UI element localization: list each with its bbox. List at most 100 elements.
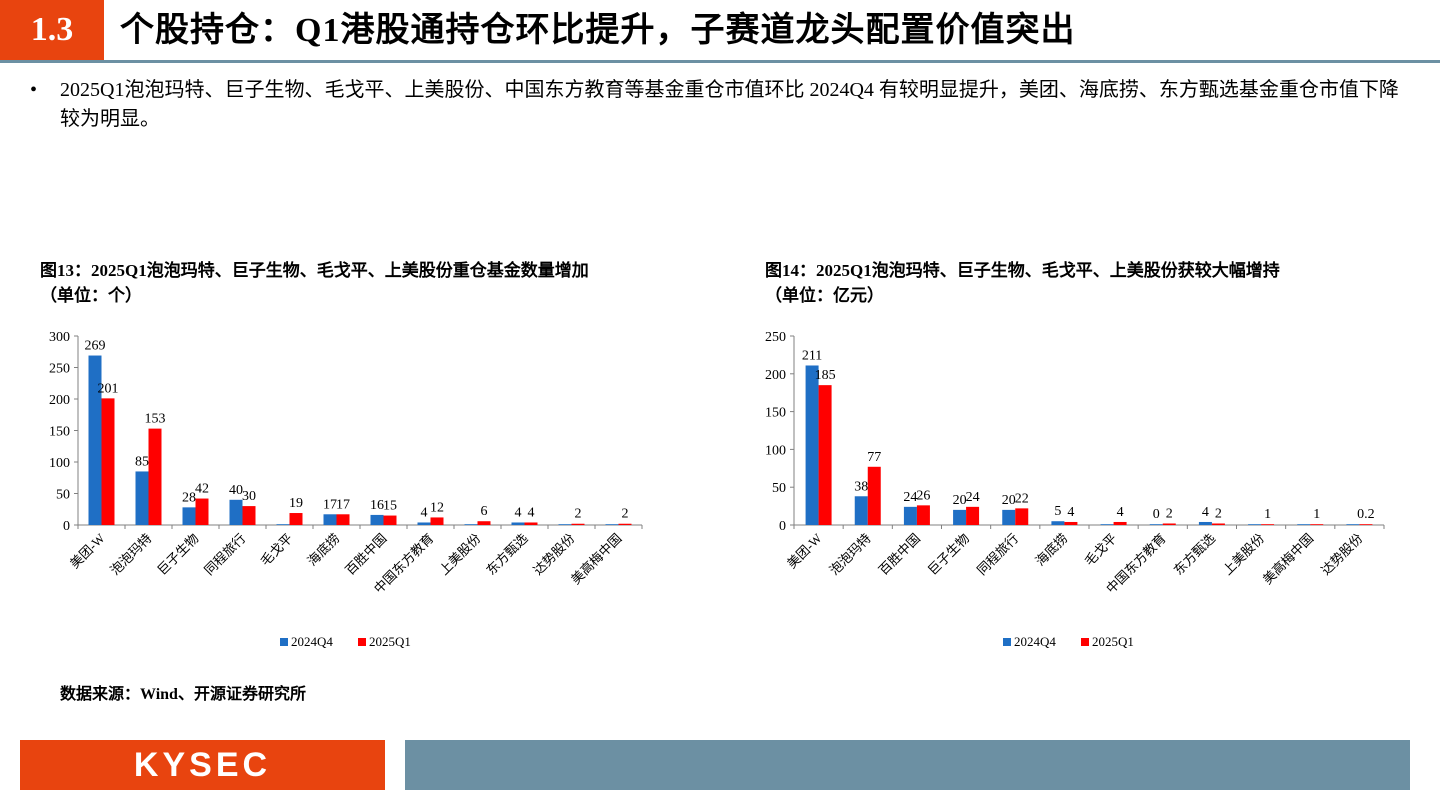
x-tick-label: 美高梅中国: [1260, 531, 1317, 588]
y-tick-label: 100: [765, 443, 786, 458]
y-tick-label: 150: [765, 406, 786, 421]
data-label-2025Q1: 2: [1166, 506, 1173, 521]
data-label-2025Q1: 4: [1067, 505, 1074, 520]
bullet-marker: •: [30, 79, 38, 101]
x-tick-label: 东方甄选: [483, 531, 530, 578]
data-label-2025Q1: 22: [1015, 491, 1029, 506]
bar-2025Q1: [1211, 523, 1225, 525]
bar-2024Q4: [854, 496, 868, 525]
bar-2024Q4: [1198, 521, 1212, 525]
bar-2025Q1: [1064, 521, 1078, 525]
data-label-2025Q1: 6: [481, 504, 488, 519]
data-label-2025Q1: 0.2: [1357, 507, 1375, 522]
data-label-2025Q1: 185: [815, 368, 836, 383]
data-label-2024Q4: 211: [802, 348, 822, 363]
data-label-2025Q1: 201: [98, 381, 119, 396]
bar-2024Q4: [1002, 509, 1016, 525]
y-tick-label: 250: [765, 330, 786, 345]
bar-2024Q4: [182, 507, 196, 525]
bar-2025Q1: [966, 506, 980, 525]
legend-swatch-2024Q4: [280, 638, 288, 646]
data-label-2024Q4: 38: [854, 479, 868, 494]
legend-swatch-2025Q1: [358, 638, 366, 646]
bar-2025Q1: [618, 523, 632, 525]
data-label-2025Q1: 15: [383, 499, 397, 514]
bar-2025Q1: [1261, 524, 1275, 525]
data-label-2025Q1: 2: [575, 507, 582, 522]
x-tick-label: 泡泡玛特: [826, 531, 873, 578]
data-label-2025Q1: 1: [1313, 507, 1320, 522]
bar-2024Q4: [1297, 524, 1311, 525]
bar-2025Q1: [571, 523, 585, 525]
x-tick-label: 同程旅行: [201, 531, 248, 578]
data-label-2025Q1: 2: [1215, 506, 1222, 521]
bar-2025Q1: [336, 514, 350, 525]
bar-2024Q4: [276, 524, 290, 525]
figure14-title: 图14：2025Q1泡泡玛特、巨子生物、毛戈平、上美股份获较大幅增持 （单位：亿…: [765, 258, 1425, 308]
bar-2025Q1: [477, 521, 491, 525]
y-tick-label: 50: [56, 488, 70, 503]
x-tick-label: 毛戈平: [1082, 531, 1120, 569]
y-tick-label: 200: [49, 393, 70, 408]
bar-2024Q4: [605, 524, 619, 525]
y-tick-label: 200: [765, 368, 786, 383]
bar-2024Q4: [1100, 524, 1114, 525]
data-label-2025Q1: 19: [289, 496, 303, 511]
bar-2025Q1: [148, 428, 162, 525]
x-tick-label: 泡泡玛特: [107, 531, 154, 578]
data-label-2024Q4: 24: [903, 490, 917, 505]
bar-2025Q1: [430, 517, 444, 525]
bar-2024Q4: [903, 506, 917, 525]
bar-2024Q4: [417, 522, 431, 525]
data-label-2024Q4: 4: [421, 505, 428, 520]
bar-2024Q4: [370, 514, 384, 525]
x-tick-label: 巨子生物: [154, 531, 201, 578]
bar-2025Q1: [524, 522, 538, 525]
data-label-2024Q4: 20: [1002, 493, 1016, 508]
bar-2025Q1: [1113, 521, 1127, 525]
bar-2024Q4: [953, 509, 967, 525]
bar-2024Q4: [229, 499, 243, 525]
x-tick-label: 同程旅行: [974, 531, 1021, 578]
data-label-2024Q4: 20: [953, 493, 967, 508]
bar-2024Q4: [135, 471, 149, 525]
y-tick-label: 0: [63, 519, 70, 534]
legend-swatch-2025Q1: [1081, 638, 1089, 646]
x-tick-label: 上美股份: [436, 531, 483, 578]
x-tick-label: 美团-W: [784, 530, 825, 571]
data-label-2025Q1: 12: [430, 500, 444, 515]
data-label-2025Q1: 1: [1264, 507, 1271, 522]
bar-2024Q4: [1346, 524, 1360, 525]
data-label-2025Q1: 24: [966, 490, 980, 505]
x-tick-label: 美团-W: [67, 530, 108, 571]
x-tick-label: 毛戈平: [257, 531, 295, 569]
data-label-2025Q1: 2: [622, 507, 629, 522]
data-label-2025Q1: 17: [336, 497, 350, 512]
bar-2025Q1: [1359, 524, 1373, 525]
data-label-2024Q4: 4: [515, 505, 522, 520]
legend-label: 2025Q1: [1092, 634, 1134, 649]
bar-2025Q1: [818, 385, 832, 525]
bar-2025Q1: [1162, 523, 1176, 525]
bar-2024Q4: [511, 522, 525, 525]
bar-2024Q4: [464, 524, 478, 525]
x-tick-label: 达势股份: [1318, 531, 1365, 578]
bar-2025Q1: [1310, 524, 1324, 525]
data-label-2024Q4: 40: [229, 483, 243, 498]
header-divider: [0, 60, 1440, 63]
bar-2025Q1: [242, 506, 256, 525]
section-number-badge: 1.3: [0, 0, 104, 60]
data-label-2025Q1: 4: [1117, 505, 1124, 520]
data-label-2025Q1: 77: [867, 450, 881, 465]
data-label-2025Q1: 42: [195, 482, 209, 497]
figure13-title-line2: （单位：个）: [40, 286, 142, 305]
x-tick-label: 美高梅中国: [568, 531, 625, 588]
bar-2025Q1: [1015, 508, 1029, 525]
bar-2024Q4: [558, 524, 572, 525]
y-tick-label: 0: [779, 519, 786, 534]
bar-2024Q4: [88, 355, 102, 525]
footer-bar: [405, 740, 1410, 790]
data-label-2024Q4: 17: [323, 497, 337, 512]
y-tick-label: 300: [49, 330, 70, 345]
x-tick-label: 百胜中国: [876, 531, 923, 578]
